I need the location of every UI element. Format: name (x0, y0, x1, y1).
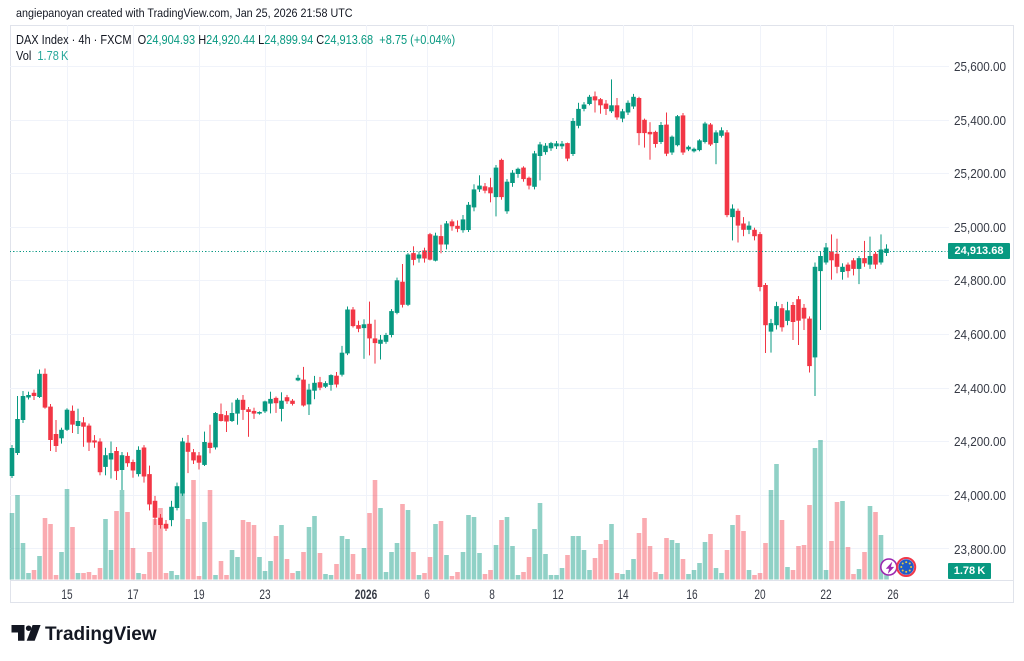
svg-text:TradingView: TradingView (45, 624, 157, 645)
